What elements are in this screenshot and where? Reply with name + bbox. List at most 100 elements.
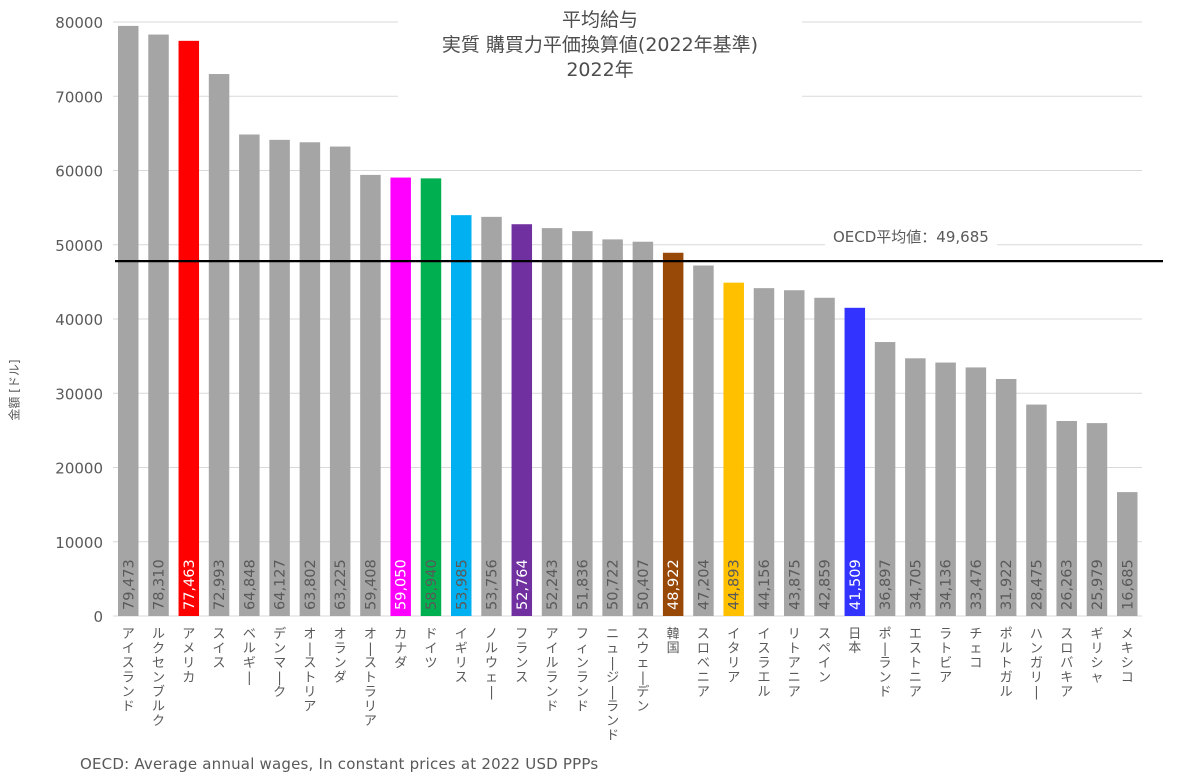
value-label: 36,897: [878, 559, 894, 610]
x-tick-label: エストニア: [909, 627, 922, 700]
bar: [632, 241, 654, 616]
bar: [753, 288, 775, 616]
bar: [1026, 404, 1047, 616]
bar: [935, 362, 956, 616]
bar: [420, 178, 442, 617]
x-tick-label: オランダ: [334, 627, 347, 686]
x-axis-labels: アイスランド ルクセンブルク アメリカ スイス ベルギ| デンマ|ク オ|ストリア オランダ オ…: [122, 626, 1134, 744]
x-tick-label: オ|ストリア: [303, 627, 316, 715]
value-label: 16,685: [1120, 559, 1136, 610]
bar: [208, 74, 230, 616]
value-label: 44,156: [757, 559, 773, 610]
x-tick-label: ギリシャ: [1090, 627, 1103, 686]
bar: [1117, 492, 1138, 616]
value-label: 72,993: [212, 559, 228, 610]
value-label: 28,475: [1029, 559, 1045, 610]
chart-title: 平均給与 実質 購買力平価換算値(2022年基準) 2022年: [398, 8, 802, 100]
value-label: 63,225: [333, 559, 349, 610]
bar: [602, 239, 623, 616]
value-labels: 79,473 78,310 77,463 72,993 64,848 64,127 63,8…: [121, 559, 1136, 610]
value-label: 59,408: [363, 559, 379, 610]
bar: [814, 297, 835, 616]
bar: [1086, 423, 1108, 616]
x-tick-label: ポルトガル: [1000, 627, 1013, 700]
y-tick-label: 50000: [55, 237, 103, 255]
x-tick-label: 日本: [848, 627, 861, 656]
title-line-2: 実質 購買力平価換算値(2022年基準): [441, 34, 759, 56]
value-label: 34,136: [939, 559, 955, 610]
value-label: 47,204: [696, 559, 712, 610]
bar: [360, 174, 381, 616]
value-label: 64,848: [242, 559, 258, 610]
x-tick-label: ルクセンブルク: [152, 627, 165, 729]
value-label: 64,127: [273, 559, 289, 610]
oecd-average-label: OECD平均値：49,685: [825, 226, 997, 247]
bar: [784, 290, 805, 616]
x-tick-label: カナダ: [394, 627, 407, 671]
x-tick-label: ノルウェ|: [485, 627, 498, 700]
bar: [239, 134, 260, 616]
value-label: 43,875: [787, 559, 803, 610]
bar: [874, 342, 896, 616]
x-tick-label: オ|ストラリア: [364, 627, 377, 729]
bar: [662, 252, 684, 616]
x-tick-label: イタリア: [727, 627, 740, 686]
x-tick-label: 韓国: [667, 627, 680, 656]
value-label: 52,764: [515, 559, 531, 610]
title-line-1: 平均給与: [561, 9, 638, 31]
bar: [995, 378, 1017, 616]
x-tick-label: ニュ|ジ|ランド: [606, 627, 619, 744]
value-label: 25,979: [1090, 559, 1106, 610]
value-label: 79,473: [121, 559, 137, 610]
title-line-3: 2022年: [566, 59, 634, 81]
bar: [390, 177, 411, 616]
value-label: 48,922: [666, 559, 682, 610]
value-label: 58,940: [424, 559, 440, 610]
value-label: 78,310: [152, 559, 168, 610]
bar: [693, 265, 714, 616]
x-tick-label: ハンガリ|: [1030, 627, 1043, 700]
value-label: 31,922: [999, 559, 1015, 610]
y-axis-ticks: 0 10000 20000 30000 40000 50000 60000 70000 8000…: [55, 14, 103, 626]
y-tick-label: 60000: [55, 163, 103, 181]
value-label: 59,050: [394, 559, 410, 610]
x-tick-label: ドイツ: [424, 627, 437, 671]
x-tick-label: イスラエル: [757, 627, 770, 700]
y-tick-label: 70000: [55, 88, 103, 106]
value-label: 50,407: [636, 559, 652, 610]
y-tick-label: 30000: [55, 385, 103, 403]
x-tick-label: ラトビア: [939, 627, 952, 686]
x-tick-label: ポ|ランド: [879, 627, 892, 700]
gridlines: [113, 21, 1142, 617]
value-label: 33,476: [969, 559, 985, 610]
bar: [511, 224, 533, 616]
value-label: 77,463: [182, 559, 198, 610]
bar: [541, 228, 563, 617]
bar: [965, 367, 987, 616]
x-tick-label: デンマ|ク: [273, 626, 286, 700]
x-tick-label: スロバキア: [1060, 627, 1073, 700]
x-tick-label: チェコ: [969, 627, 982, 671]
y-axis-label: 金額 [ドル]: [7, 359, 22, 421]
y-tick-label: 10000: [55, 534, 103, 552]
bar: [481, 216, 502, 616]
value-label: 50,722: [606, 559, 622, 610]
bars: [118, 25, 1138, 617]
bar: [329, 146, 351, 616]
bar: [178, 40, 200, 617]
y-tick-label: 40000: [55, 311, 103, 329]
bar: [299, 142, 321, 617]
x-tick-label: アイスランド: [122, 627, 135, 715]
x-tick-label: アイルランド: [546, 627, 559, 715]
value-label: 63,802: [303, 559, 319, 610]
bar: [905, 358, 926, 616]
bar: [451, 215, 472, 616]
y-tick-label: 20000: [55, 460, 103, 478]
x-tick-label: アメリカ: [182, 627, 195, 686]
x-tick-label: イギリス: [455, 627, 468, 686]
value-label: 53,985: [454, 559, 470, 610]
bar: [118, 25, 139, 617]
bar: [1056, 420, 1077, 616]
value-label: 51,836: [575, 559, 591, 610]
value-label: 42,859: [818, 559, 834, 610]
